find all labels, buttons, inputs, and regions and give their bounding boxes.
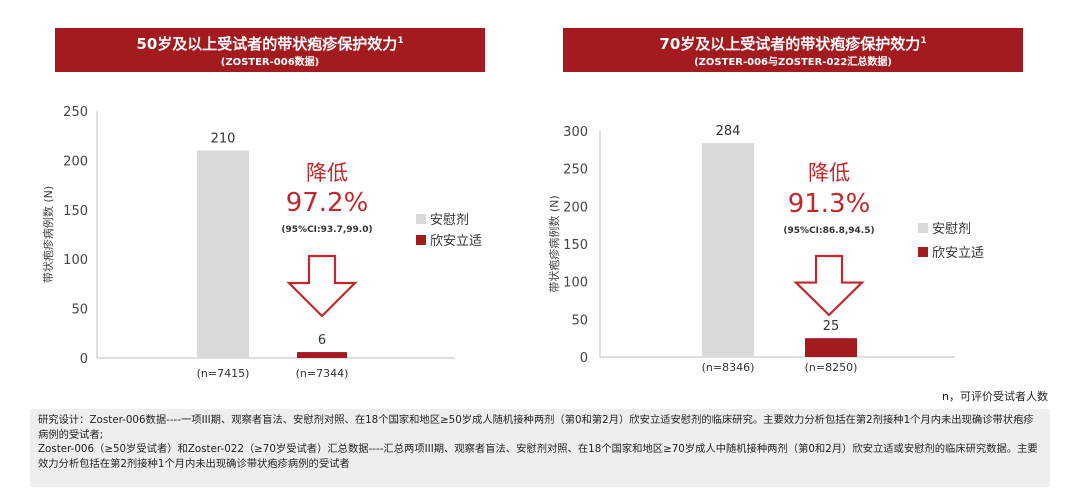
x-category-label: (n=7415) — [197, 367, 250, 380]
bar-chart-right: 0 50 100 150 200 250 300 带状疱疹病例数 (N) 284 (n=8346)… — [547, 124, 984, 374]
chart-subtitle-right: (ZOSTER-006与ZOSTER-022汇总数据) — [694, 57, 892, 68]
legend-swatch-vaccine — [918, 247, 928, 257]
bar-placebo — [702, 143, 754, 357]
chart-title-right: 70岁及以上受试者的带状疱疹保护效力1 (ZOSTER-006与ZOSTER-0… — [563, 28, 1023, 72]
y-tick-label: 0 — [80, 352, 88, 367]
y-tick-label: 250 — [63, 105, 88, 120]
bar-value-label: 210 — [211, 132, 236, 147]
efficacy-value: 97.2% — [286, 188, 369, 218]
legend-swatch-placebo — [416, 214, 426, 224]
chart-subtitle-left: (ZOSTER-006数据) — [220, 57, 320, 68]
study-design-text-2: Zoster-006（≥50岁受试者）和Zoster-022（≥70岁受试者）汇… — [38, 443, 1038, 470]
chart-title-right-text: 70岁及以上受试者的带状疱疹保护效力 — [659, 35, 921, 53]
legend-label-placebo: 安慰剂 — [430, 213, 469, 228]
reduction-heading: 降低 — [306, 161, 348, 185]
chart-title-left: 50岁及以上受试者的带状疱疹保护效力1 (ZOSTER-006数据) — [55, 28, 485, 72]
down-arrow-icon — [286, 254, 358, 318]
bar-vaccine — [805, 338, 857, 357]
y-tick-label: 100 — [63, 253, 88, 268]
bar-value-label: 284 — [716, 124, 741, 139]
y-tick-label: 200 — [63, 154, 88, 169]
bar-value-label: 6 — [318, 333, 326, 348]
y-tick-label: 50 — [571, 313, 588, 328]
x-category-label: (n=8250) — [805, 361, 858, 374]
y-tick-label: 250 — [563, 163, 588, 178]
y-tick-label: 50 — [71, 303, 88, 318]
legend-label-vaccine: 欣安立适 — [932, 246, 984, 261]
bar-value-label: 25 — [823, 319, 840, 334]
chart-title-left-sup: 1 — [397, 36, 404, 46]
legend-swatch-placebo — [918, 223, 928, 233]
y-tick-label: 0 — [580, 351, 588, 366]
chart-title-right-sup: 1 — [920, 36, 927, 46]
y-tick-label: 200 — [563, 200, 588, 215]
bar-chart-left: 0 50 100 150 200 250 带状疱疹病例数 (N) 210 (n=7415) 6 (n… — [41, 105, 482, 380]
legend-swatch-vaccine — [416, 235, 426, 245]
y-axis-title: 带状疱疹病例数 (N) — [41, 186, 55, 283]
down-arrow-icon — [793, 254, 865, 317]
x-category-label: (n=7344) — [296, 367, 349, 380]
study-design-box: 研究设计：Zoster-006数据----一项III期、观察者盲法、安慰剂对照、… — [30, 409, 1050, 487]
legend-label-placebo: 安慰剂 — [932, 222, 971, 237]
confidence-interval: (95%CI:93.7,99.0) — [281, 225, 372, 235]
efficacy-value: 91.3% — [788, 189, 871, 219]
bar-vaccine — [297, 352, 347, 358]
study-design-text-1: 研究设计：Zoster-006数据----一项III期、观察者盲法、安慰剂对照、… — [38, 414, 1034, 441]
legend-label-vaccine: 欣安立适 — [430, 234, 482, 249]
reduction-heading: 降低 — [808, 161, 850, 185]
footnote-n-definition: n，可评价受试者人数 — [942, 390, 1048, 403]
y-tick-label: 150 — [563, 238, 588, 253]
y-tick-label: 300 — [563, 125, 588, 140]
bar-placebo — [197, 150, 249, 358]
y-tick-label: 150 — [63, 204, 88, 219]
y-tick-label: 100 — [563, 276, 588, 291]
confidence-interval: (95%CI:86.8,94.5) — [783, 226, 874, 236]
chart-title-left-text: 50岁及以上受试者的带状疱疹保护效力 — [136, 35, 398, 53]
y-axis-title: 带状疱疹病例数 (N) — [547, 195, 561, 292]
x-category-label: (n=8346) — [702, 361, 755, 374]
